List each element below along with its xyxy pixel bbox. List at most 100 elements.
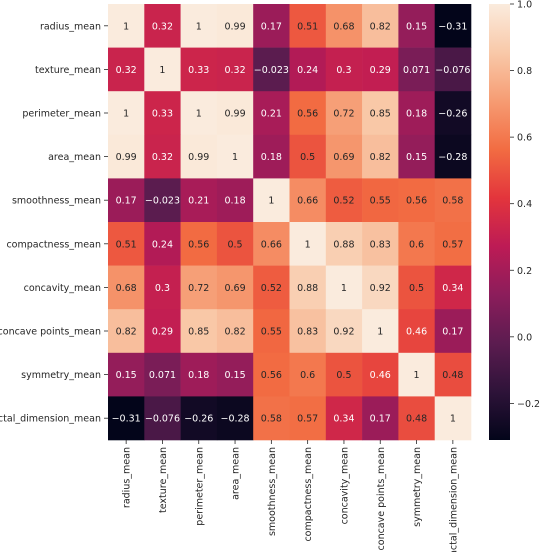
cell-value-label: 0.66	[297, 196, 318, 207]
colorbar-tick-label: 0.0	[517, 332, 532, 343]
cell-value-label: 1	[305, 239, 311, 250]
y-tick-label: smoothness_mean	[12, 196, 101, 207]
cell-value-label: 1	[377, 327, 383, 338]
cell-value-label: 0.21	[188, 196, 209, 207]
cell-value-label: 0.99	[224, 109, 245, 120]
cell-value-label: 0.56	[406, 196, 427, 207]
cell-value-label: 0.071	[149, 370, 176, 381]
cell-value-label: 0.5	[409, 283, 424, 294]
cell-value-label: 0.58	[442, 196, 463, 207]
cell-value-label: −0.076	[145, 414, 180, 425]
cell-value-label: −0.023	[145, 196, 180, 207]
y-tick-label: fractal_dimension_mean	[0, 414, 101, 425]
cell-value-label: 1	[232, 152, 238, 163]
colorbar-tick-label: 0.4	[517, 199, 532, 210]
cell-value-label: 0.3	[155, 283, 170, 294]
cell-value-label: 1	[123, 21, 129, 32]
cell-value-label: 0.52	[333, 196, 354, 207]
cell-value-label: 0.83	[370, 239, 391, 250]
cell-value-label: 0.68	[333, 21, 354, 32]
cell-value-label: 0.82	[370, 21, 391, 32]
cell-value-label: 0.51	[116, 239, 137, 250]
cell-value-label: 0.85	[370, 109, 391, 120]
x-tick-label: concave points_mean	[376, 447, 387, 550]
y-tick-label: symmetry_mean	[21, 370, 101, 381]
colorbar-tick-label: 0.2	[517, 266, 532, 277]
x-tick-label: fractal_dimension_mean	[448, 447, 459, 552]
cell-value-label: 1	[196, 21, 202, 32]
cell-value-label: 0.24	[152, 239, 173, 250]
cell-value-label: 0.58	[261, 414, 282, 425]
x-tick-label: symmetry_mean	[412, 447, 423, 527]
x-tick-label: perimeter_mean	[194, 447, 205, 526]
colorbar-tick-label: 0.6	[517, 133, 532, 144]
cell-value-label: 0.57	[442, 239, 463, 250]
cell-value-label: 0.5	[227, 239, 242, 250]
cell-value-label: 0.99	[116, 152, 137, 163]
cell-value-label: −0.26	[438, 109, 467, 120]
cell-value-label: 1	[123, 109, 129, 120]
cell-value-label: 0.57	[297, 414, 318, 425]
cell-value-label: −0.023	[254, 65, 289, 76]
cell-value-label: 0.6	[409, 239, 424, 250]
cell-value-label: 0.6	[300, 370, 315, 381]
cell-value-label: 0.99	[188, 152, 209, 163]
y-tick-label: compactness_mean	[6, 239, 101, 250]
cell-value-label: 0.46	[370, 370, 391, 381]
cell-value-label: 1	[196, 109, 202, 120]
cell-value-label: 0.88	[333, 239, 354, 250]
cell-value-label: 0.88	[297, 283, 318, 294]
cell-value-label: 0.69	[224, 283, 245, 294]
cell-value-label: 0.33	[188, 65, 209, 76]
x-axis-tick-labels: radius_mean texture_mean perimeter_mean are…	[122, 440, 460, 552]
cell-value-label: 0.18	[261, 152, 282, 163]
x-tick-label: smoothness_mean	[267, 447, 278, 536]
cell-value-label: 1	[268, 196, 274, 207]
x-tick-label: texture_mean	[158, 447, 169, 513]
cell-value-label: 0.071	[403, 65, 430, 76]
colorbar: −0.2 0.0 0.2 0.4 0.6 0.8 1.0	[489, 0, 540, 440]
cell-value-label: 0.66	[261, 239, 282, 250]
cell-value-label: 0.15	[116, 370, 137, 381]
cell-value-label: −0.28	[438, 152, 467, 163]
colorbar-tick-label: 0.8	[517, 66, 532, 77]
cell-value-label: 0.69	[333, 152, 354, 163]
cell-value-label: 0.82	[116, 327, 137, 338]
cell-value-label: 0.32	[152, 152, 173, 163]
cell-value-label: 0.68	[116, 283, 137, 294]
colorbar-tick-label: −0.2	[517, 399, 540, 410]
cell-value-label: 0.29	[152, 327, 173, 338]
cell-value-label: −0.076	[435, 65, 470, 76]
colorbar-tick-label: 1.0	[517, 0, 532, 11]
y-tick-label: area_mean	[48, 152, 101, 163]
x-tick-label: area_mean	[231, 447, 242, 500]
cell-value-label: 0.72	[188, 283, 209, 294]
cell-value-label: −0.28	[220, 414, 249, 425]
cell-value-label: 0.48	[442, 370, 463, 381]
cell-value-label: 0.15	[224, 370, 245, 381]
cell-value-label: 0.52	[261, 283, 282, 294]
cell-value-label: 0.17	[261, 21, 282, 32]
cell-value-label: 0.99	[224, 21, 245, 32]
cell-value-label: 0.83	[297, 327, 318, 338]
cell-value-label: 0.56	[188, 239, 209, 250]
cell-value-label: 0.17	[442, 327, 463, 338]
y-tick-label: concave points_mean	[0, 327, 101, 338]
cell-value-label: 0.15	[406, 152, 427, 163]
cell-value-label: 0.92	[370, 283, 391, 294]
cell-value-label: 0.18	[224, 196, 245, 207]
cell-value-label: −0.26	[184, 414, 213, 425]
y-tick-label: radius_mean	[40, 21, 101, 32]
cell-value-label: 0.5	[336, 370, 351, 381]
cell-value-label: 0.85	[188, 327, 209, 338]
x-tick-label: concavity_mean	[339, 447, 350, 524]
cell-value-label: 0.72	[333, 109, 354, 120]
y-tick-label: perimeter_mean	[22, 109, 101, 120]
cell-value-label: 0.21	[261, 109, 282, 120]
cell-value-label: 0.17	[370, 414, 391, 425]
cell-value-label: 0.32	[116, 65, 137, 76]
cell-value-label: 0.33	[152, 109, 173, 120]
cell-value-label: 0.48	[406, 414, 427, 425]
cell-value-label: 0.5	[300, 152, 315, 163]
